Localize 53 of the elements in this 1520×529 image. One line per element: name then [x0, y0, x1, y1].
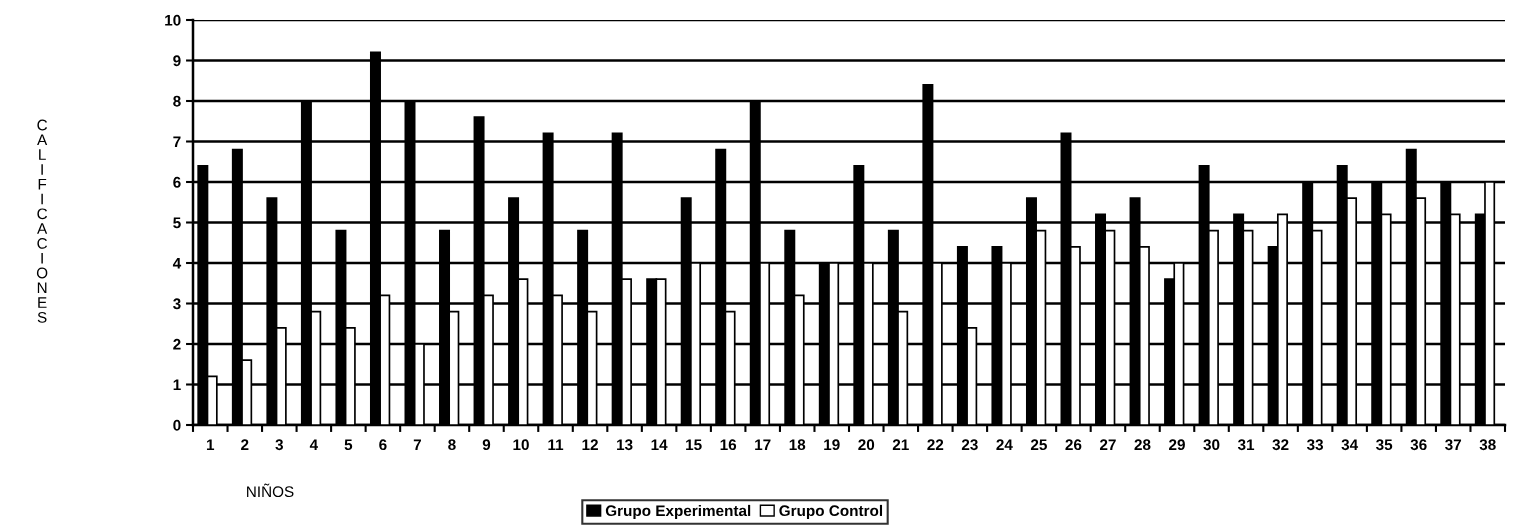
x-tick-label: 23	[961, 439, 978, 451]
x-tick-label: 5	[344, 439, 353, 451]
x-tick-label: 32	[1272, 439, 1289, 451]
x-tick-label: 37	[1445, 439, 1462, 451]
x-tick-label: 15	[686, 439, 702, 451]
x-tick-label: 14	[651, 439, 668, 450]
x-tick-label: 17	[755, 439, 771, 450]
y-tick-label: 10	[165, 14, 181, 26]
x-tick-label: 4	[309, 439, 319, 450]
x-tick-label: 19	[824, 439, 840, 451]
x-tick-label: 22	[927, 439, 944, 450]
x-tick-label: 38	[1479, 439, 1496, 451]
x-tick-label: 25	[1030, 439, 1047, 451]
x-tick-label: 9	[482, 439, 491, 451]
x-axis-title: NIÑOS	[247, 483, 294, 498]
x-tick-label: 31	[1237, 439, 1255, 451]
x-tick-label: 10	[513, 439, 529, 451]
x-tick-label: 35	[1376, 439, 1393, 451]
y-tick-label: 6	[173, 176, 181, 188]
y-tick-label: 4	[172, 258, 182, 269]
x-tick-label: 3	[275, 439, 284, 451]
x-tick-label: 6	[379, 439, 387, 451]
text: CALIFICACIONES	[36, 119, 48, 323]
y-tick-label: 5	[173, 217, 181, 229]
y-tick-label: 0	[173, 419, 181, 431]
x-tick-label: 11	[548, 439, 564, 450]
x-tick-label: 27	[1099, 439, 1116, 450]
x-tick-label: 30	[1203, 439, 1220, 451]
x-tick-label: 21	[892, 439, 909, 450]
x-tick-label: 36	[1410, 439, 1427, 451]
legend-label: Grupo Control	[779, 504, 883, 520]
legend-label: Grupo Experimental	[605, 504, 751, 520]
x-tick-label: 24	[996, 439, 1013, 450]
x-tick-label: 12	[582, 439, 598, 450]
x-tick-label: 34	[1341, 439, 1359, 451]
y-tick-label: 8	[173, 95, 181, 107]
x-tick-label: 18	[789, 439, 806, 451]
y-tick-label: 2	[173, 338, 181, 350]
x-tick-label: 2	[241, 439, 249, 450]
y-tick-label: 3	[173, 298, 181, 310]
x-tick-label: 29	[1169, 439, 1185, 451]
x-tick-label: 13	[617, 439, 633, 451]
x-tick-label: 20	[858, 439, 875, 451]
x-tick-label: 16	[720, 439, 737, 451]
x-tick-label: 26	[1065, 439, 1082, 451]
x-tick-label: 7	[413, 439, 421, 450]
x-tick-label: 33	[1306, 439, 1324, 451]
y-tick-label: 9	[173, 55, 181, 67]
x-tick-label: 8	[448, 439, 456, 451]
y-tick-label: 7	[173, 136, 181, 148]
x-tick-label: 28	[1134, 439, 1151, 451]
y-tick-label: 1	[173, 379, 181, 391]
x-tick-label: 1	[206, 439, 215, 450]
